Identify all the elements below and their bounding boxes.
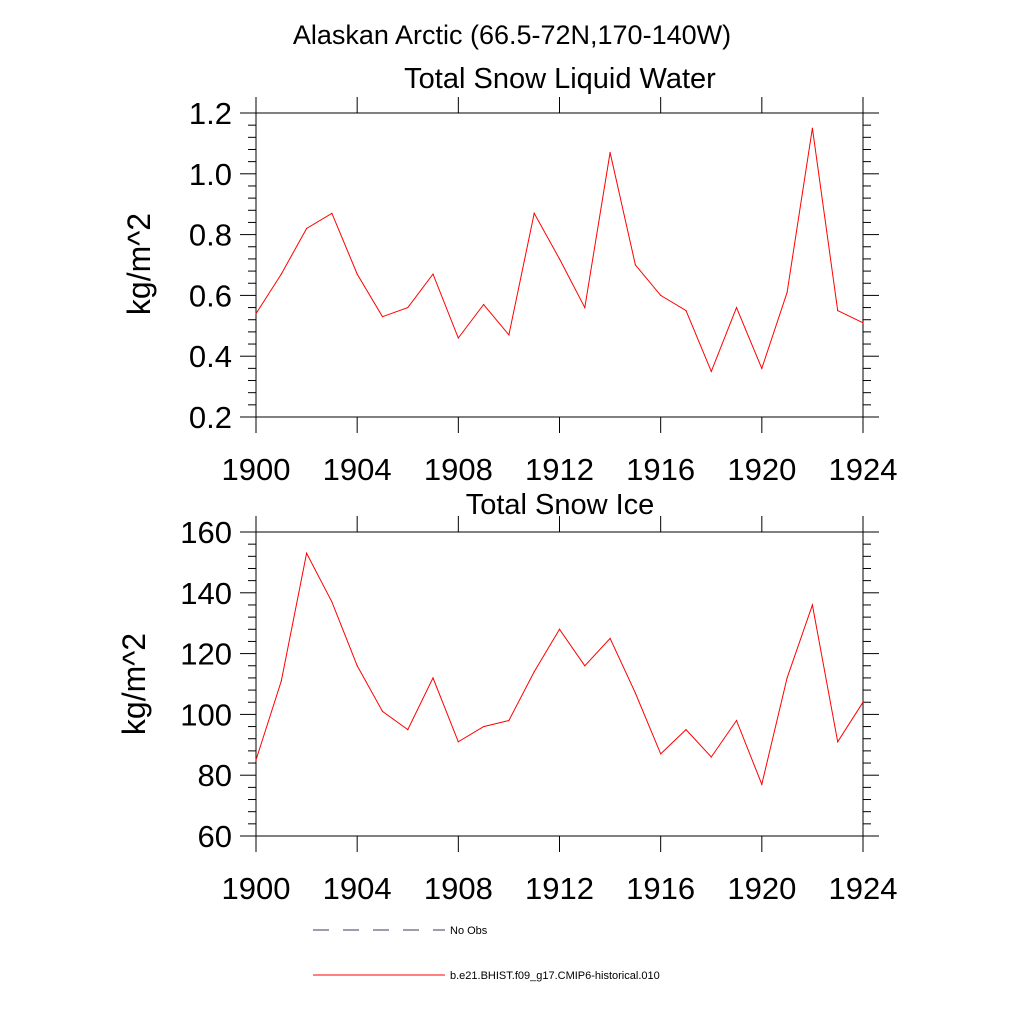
data-point <box>432 273 434 275</box>
y-tick-label: 0.4 <box>189 339 232 374</box>
data-point <box>483 303 485 306</box>
y-tick-label: 100 <box>180 697 232 732</box>
data-point <box>305 227 308 230</box>
x-tick-label: 1916 <box>626 871 695 906</box>
series-group <box>255 551 864 786</box>
axis-ticks <box>240 97 879 433</box>
x-tick-label: 1900 <box>222 452 291 487</box>
data-point <box>508 334 510 336</box>
data-point <box>533 671 535 673</box>
panel-snow-liquid-water: Total Snow Liquid Water kg/m^2 0.2 0.4 0.6… <box>121 63 897 487</box>
data-point <box>483 725 485 728</box>
data-point <box>508 719 510 722</box>
x-tick-label: 1924 <box>829 871 898 906</box>
data-point <box>280 680 282 682</box>
data-point <box>735 719 738 722</box>
data-point <box>710 370 712 372</box>
y-tick-label: 60 <box>198 819 232 854</box>
data-point <box>558 628 561 630</box>
y-tick-label: 120 <box>180 637 232 672</box>
x-tick-label: 1920 <box>727 452 796 487</box>
x-tick-label: 1908 <box>424 452 493 487</box>
data-point <box>381 710 384 712</box>
x-tick-label: 1904 <box>323 871 392 906</box>
x-tick-label: 1916 <box>626 452 695 487</box>
x-tick-label: 1912 <box>525 871 594 906</box>
y-tick-label: 0.2 <box>189 400 232 435</box>
data-point <box>558 258 561 260</box>
series-line-model <box>255 128 864 373</box>
data-point <box>837 310 839 312</box>
y-tick-label: 140 <box>180 576 232 611</box>
y-tick-label: 1.2 <box>189 96 232 131</box>
data-point <box>660 753 662 755</box>
plot-frame <box>255 112 864 418</box>
data-point <box>761 783 763 785</box>
data-point <box>634 692 636 694</box>
x-tick-label: 1920 <box>727 871 796 906</box>
data-point <box>634 264 636 266</box>
data-point <box>837 741 839 743</box>
data-point <box>609 637 611 640</box>
y-tick-label: 160 <box>180 515 232 550</box>
legend-label-model: b.e21.BHIST.f09_g17.CMIP6-historical.010 <box>450 970 660 982</box>
data-point <box>432 677 434 679</box>
axis-tick-labels: 0.2 0.4 0.6 0.8 1.0 1.2 1900 1904 1908 1912 1916 19… <box>189 96 898 487</box>
data-point <box>862 701 864 703</box>
data-point <box>609 151 611 154</box>
data-point <box>280 273 282 275</box>
series-group <box>255 127 864 373</box>
y-axis-label: kg/m^2 <box>121 213 157 315</box>
data-point <box>735 306 738 309</box>
data-point <box>811 604 814 606</box>
data-point <box>356 273 358 275</box>
data-point <box>331 212 333 214</box>
series-line-model <box>255 551 864 786</box>
data-point <box>407 729 409 731</box>
data-point <box>584 306 586 309</box>
x-tick-label: 1904 <box>323 452 392 487</box>
data-point <box>356 665 358 667</box>
y-tick-label: 0.6 <box>189 278 232 313</box>
data-point <box>255 759 257 761</box>
data-point <box>862 322 864 324</box>
data-point <box>710 756 712 758</box>
y-axis-label: kg/m^2 <box>116 633 152 735</box>
data-point <box>685 729 687 731</box>
x-tick-label: 1908 <box>424 871 493 906</box>
legend-label-no-obs: No Obs <box>450 925 488 937</box>
axis-ticks <box>240 516 879 852</box>
panel-snow-ice: Total Snow Ice kg/m^2 60 80 100 120 140 160 19… <box>116 489 897 906</box>
data-point <box>584 665 586 667</box>
data-point <box>457 741 459 743</box>
data-point <box>761 367 763 369</box>
data-point <box>331 601 333 603</box>
data-point <box>305 552 308 554</box>
data-point <box>533 212 535 214</box>
x-tick-label: 1924 <box>829 452 898 487</box>
panel-title: Total Snow Ice <box>466 489 655 521</box>
plot-frame <box>255 531 864 837</box>
data-point <box>685 310 687 312</box>
y-tick-label: 0.8 <box>189 218 232 253</box>
data-point <box>255 313 257 315</box>
data-point <box>407 306 409 309</box>
figure-suptitle: Alaskan Arctic (66.5-72N,170-140W) <box>293 20 731 50</box>
y-tick-label: 1.0 <box>189 157 232 192</box>
data-point <box>660 294 662 296</box>
y-tick-label: 80 <box>198 758 232 793</box>
data-point <box>786 677 788 679</box>
x-tick-label: 1900 <box>222 871 291 906</box>
data-point <box>811 127 814 129</box>
data-point <box>381 316 384 318</box>
x-tick-label: 1912 <box>525 452 594 487</box>
legend: No Obs b.e21.BHIST.f09_g17.CMIP6-histori… <box>313 925 660 982</box>
axis-tick-labels: 60 80 100 120 140 160 1900 1904 1908 1912 1916 1920… <box>180 515 897 906</box>
data-point <box>457 337 459 339</box>
data-point <box>786 291 788 293</box>
panel-title: Total Snow Liquid Water <box>404 63 716 95</box>
